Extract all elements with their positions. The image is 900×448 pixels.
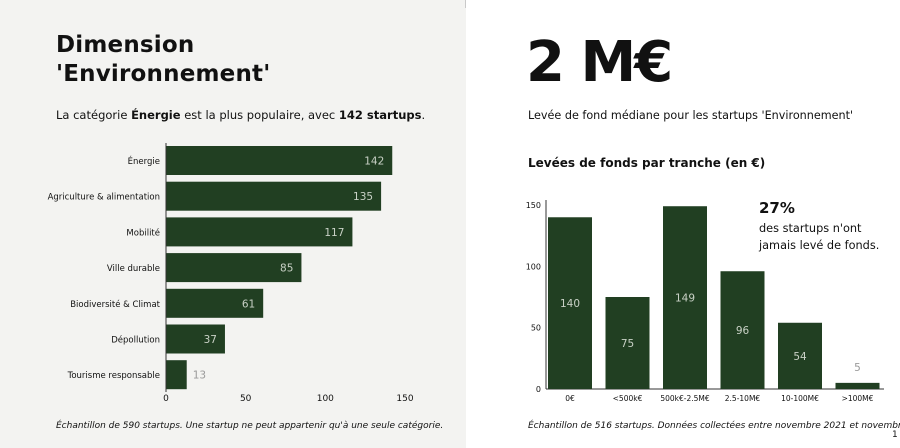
- hbar-category-label-3: Ville durable: [107, 264, 160, 274]
- hbar-value-label-5: 37: [204, 334, 217, 346]
- median-funding-caption: Levée de fond médiane pour les startups …: [528, 109, 854, 122]
- hbar-x-tick-1: 50: [240, 394, 252, 404]
- hbar-value-label-0: 142: [364, 156, 384, 168]
- hbar-4: [166, 288, 264, 318]
- hbar-x-tick-2: 100: [317, 394, 334, 404]
- hbar-3: [166, 253, 302, 283]
- summary-top-count: 142 startups: [338, 108, 422, 122]
- median-funding-value: 2 M€: [526, 30, 673, 95]
- vbar-y-tick-2: 100: [526, 262, 541, 271]
- hbar-category-label-6: Tourisme responsable: [67, 371, 160, 381]
- vbar-y-tick-0: 0: [536, 385, 541, 394]
- category-summary: La catégorie Énergie est la plus populai…: [56, 107, 425, 123]
- summary-text-start: La catégorie: [56, 108, 132, 122]
- hbar-value-label-3: 85: [280, 263, 293, 275]
- vbar-value-label-3: 96: [736, 325, 750, 337]
- page-title-line-1: Dimension: [56, 32, 195, 58]
- hbar-category-label-2: Mobilité: [126, 227, 160, 238]
- hbar-x-tick-0: 0: [163, 394, 169, 404]
- hbar-category-label-5: Dépollution: [111, 335, 160, 346]
- hbar-category-label-4: Biodiversité & Climat: [70, 299, 160, 310]
- page-title: Dimension 'Environnement': [56, 31, 270, 89]
- hbar-2: [166, 217, 353, 247]
- vbar-value-label-1: 75: [621, 338, 634, 350]
- hbar-category-label-0: Énergie: [128, 155, 160, 167]
- page-number: 1: [892, 430, 898, 440]
- vbar-category-label-0: 0€: [565, 394, 575, 403]
- summary-top-category: Énergie: [131, 108, 181, 122]
- no-funding-percentage: 27%: [759, 199, 795, 217]
- left-footnote: Échantillon de 590 startups. Une startup…: [56, 421, 444, 431]
- hbar-6: [166, 360, 187, 390]
- vbar-value-label-4: 54: [793, 351, 807, 363]
- vbar-value-label-0: 140: [560, 298, 580, 310]
- hbar-value-label-6: 13: [193, 370, 206, 382]
- vbar-2: [663, 206, 707, 389]
- vbar-value-label-2: 149: [675, 293, 695, 305]
- hbar-value-label-1: 135: [353, 191, 373, 203]
- vbar-value-label-5: 5: [854, 362, 861, 374]
- vbar-category-label-3: 2.5-10M€: [725, 394, 761, 403]
- vbar-0: [548, 217, 592, 389]
- vbar-1: [605, 297, 650, 389]
- hbar-0: [166, 146, 393, 175]
- vbar-category-label-2: 500k€-2.5M€: [660, 394, 710, 403]
- vbar-3: [720, 271, 765, 389]
- vbar-y-tick-3: 150: [526, 201, 541, 210]
- right-footnote: Échantillon de 516 startups. Données col…: [528, 421, 900, 431]
- vbar-category-label-1: <500k€: [613, 394, 643, 403]
- panel-divider: [465, 0, 466, 8]
- hbar-1: [166, 181, 382, 211]
- hbar-x-tick-3: 150: [396, 394, 413, 404]
- page-title-line-2: 'Environnement': [56, 61, 271, 87]
- vbar-5: [835, 382, 880, 389]
- hbar-category-label-1: Agriculture & alimentation: [48, 193, 160, 203]
- vbar-y-tick-1: 50: [531, 324, 541, 333]
- summary-text-end: .: [421, 108, 426, 122]
- funding-chart-title: Levées de fonds par tranche (en €): [528, 156, 766, 170]
- hbar-value-label-2: 117: [324, 227, 344, 239]
- vbar-4: [778, 322, 822, 389]
- vbar-category-label-5: >100M€: [842, 394, 874, 403]
- vbar-category-label-4: 10-100M€: [781, 394, 819, 403]
- hbar-5: [166, 324, 225, 354]
- no-funding-caption: des startups n'ont jamais levé de fonds.: [759, 222, 880, 252]
- hbar-value-label-4: 61: [242, 298, 255, 310]
- summary-text-middle: est la plus populaire, avec: [180, 108, 339, 122]
